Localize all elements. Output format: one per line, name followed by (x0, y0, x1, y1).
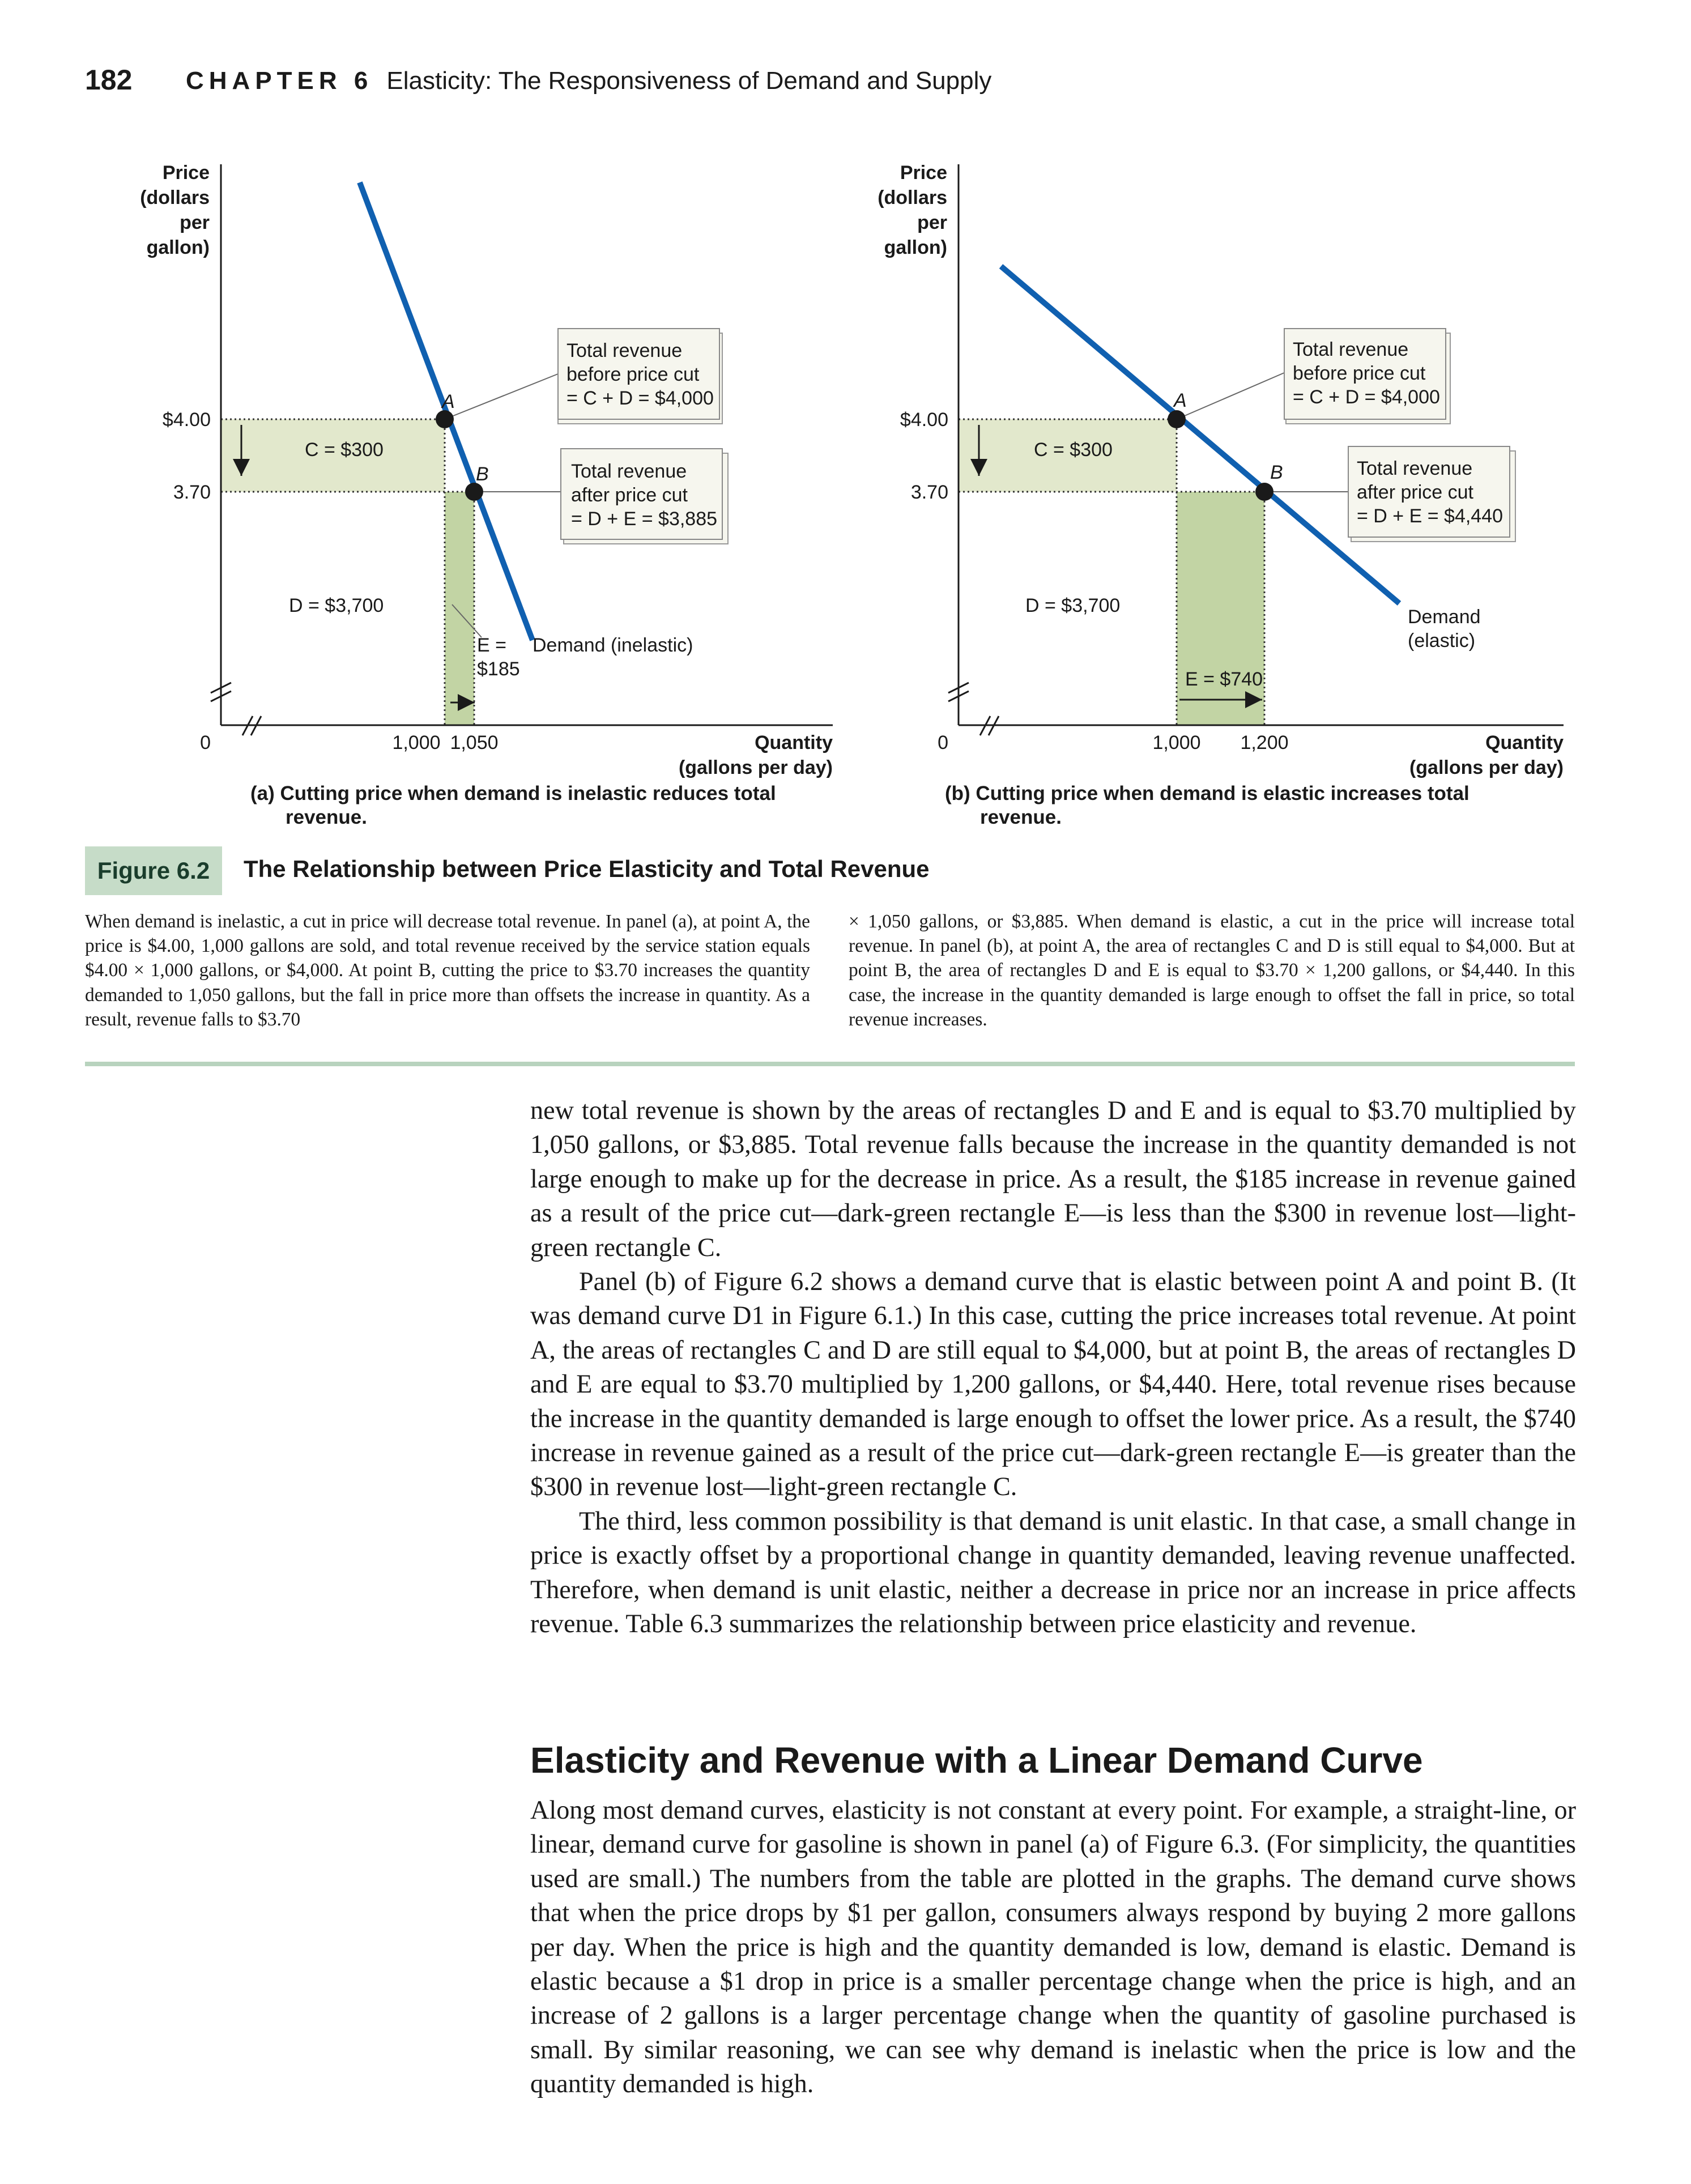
price-tick: $4.00 (900, 409, 948, 431)
x-axis-label: (gallons per day) (1409, 757, 1564, 778)
rect-e-label: E = $740 (1185, 669, 1263, 690)
rect-e (445, 492, 474, 725)
rect-c (221, 419, 445, 492)
box-before (557, 328, 720, 420)
after-cut-label: Total revenue (571, 461, 687, 482)
body-text-section: Along most demand curves, elasticity is … (530, 1793, 1576, 2101)
point-a-dot (1168, 410, 1186, 428)
point-b-label: B (1270, 462, 1283, 483)
rect-e (1177, 492, 1264, 725)
figure-caption-left: When demand is inelastic, a cut in price… (85, 911, 810, 1030)
rect-e-label: $185 (477, 658, 520, 680)
rect-c-label: C = $300 (1034, 439, 1113, 461)
rect-c-label: C = $300 (305, 439, 384, 461)
rect-d-label: D = $3,700 (289, 595, 384, 616)
before-cut-label: before price cut (1293, 363, 1426, 384)
chapter-label: CHAPTER 6 (186, 67, 373, 95)
point-a-label: A (1173, 390, 1187, 411)
point-a-label: A (441, 391, 455, 412)
paragraph: new total revenue is shown by the areas … (530, 1096, 1576, 1262)
paragraph: The third, less common possibility is th… (530, 1506, 1576, 1638)
origin-label: 0 (200, 732, 211, 753)
y-axis-label: gallon) (147, 237, 210, 258)
after-cut-label: Total revenue (1357, 458, 1472, 479)
after-cut-label: = D + E = $4,440 (1357, 505, 1503, 527)
rect-c (959, 419, 1177, 492)
paragraph: Panel (b) of Figure 6.2 shows a demand c… (530, 1267, 1576, 1501)
y-axis-label: per (180, 212, 210, 233)
quantity-tick: 1,050 (450, 732, 498, 753)
page-number: 182 (85, 64, 133, 96)
figure-caption-right: × 1,050 gallons, or $3,885. When demand … (849, 911, 1575, 1030)
before-cut-label: before price cut (566, 364, 700, 385)
x-axis-label: (gallons per day) (679, 757, 833, 778)
x-axis-label: Quantity (1485, 732, 1564, 753)
quantity-tick: 1,200 (1240, 732, 1288, 753)
point-b-dot (1255, 483, 1273, 501)
price-tick: 3.70 (173, 482, 211, 503)
point-b-label: B (476, 463, 489, 485)
panel-a-caption: (a) Cutting price when demand is inelast… (250, 782, 776, 828)
panel-b-caption: (b) Cutting price when demand is elastic… (945, 782, 1469, 828)
price-tick: $4.00 (163, 409, 211, 431)
section-heading: Elasticity and Revenue with a Linear Dem… (530, 1740, 1423, 1781)
before-cut-label: Total revenue (1293, 339, 1408, 360)
box-after (560, 448, 723, 540)
rect-d-label: D = $3,700 (1025, 595, 1120, 616)
chapter-heading: CHAPTER 6 Elasticity: The Responsiveness … (186, 67, 991, 95)
box-after (1348, 446, 1510, 538)
quantity-tick: 1,000 (1152, 732, 1200, 753)
demand-curve-label: Demand (inelastic) (533, 635, 693, 656)
y-axis-label: (dollars (140, 187, 210, 208)
x-axis-label: Quantity (755, 732, 833, 753)
before-cut-label: = C + D = $4,000 (566, 388, 714, 409)
after-cut-label: after price cut (1357, 482, 1474, 503)
chapter-title: Elasticity: The Responsiveness of Demand… (386, 67, 992, 95)
after-cut-label: = D + E = $3,885 (571, 508, 717, 530)
point-b-dot (465, 483, 483, 501)
demand-curve-label: (elastic) (1408, 630, 1475, 652)
y-axis-label: per (917, 212, 947, 233)
after-cut-label: after price cut (571, 484, 688, 506)
y-axis-label: Price (163, 162, 210, 184)
point-a-dot (436, 410, 454, 428)
figure-rule (85, 1062, 1575, 1066)
panel-b-chart: Price (dollars per gallon) $4.00 3.70 0 1,000 1,… (878, 162, 1564, 778)
price-tick: 3.70 (911, 482, 948, 503)
y-axis-label: Price (900, 162, 947, 184)
origin-label: 0 (938, 732, 948, 753)
figure-badge: Figure 6.2 (85, 846, 222, 895)
paragraph: Along most demand curves, elasticity is … (530, 1795, 1576, 2098)
before-cut-label: Total revenue (566, 340, 682, 361)
figure-title: The Relationship between Price Elasticit… (244, 855, 930, 882)
box-before (1284, 328, 1446, 420)
demand-curve-elastic (999, 264, 1402, 606)
quantity-tick: 1,000 (392, 732, 440, 753)
panel-a-chart: Price (dollars per gallon) $4.00 3.70 0 1,000 1,… (140, 162, 833, 778)
y-axis-label: gallon) (884, 237, 947, 258)
y-axis-label: (dollars (878, 187, 947, 208)
rect-e-label: E = (477, 635, 506, 656)
body-text: new total revenue is shown by the areas … (530, 1093, 1576, 1641)
before-cut-label: = C + D = $4,000 (1293, 386, 1440, 408)
demand-curve-label: Demand (1408, 606, 1481, 628)
